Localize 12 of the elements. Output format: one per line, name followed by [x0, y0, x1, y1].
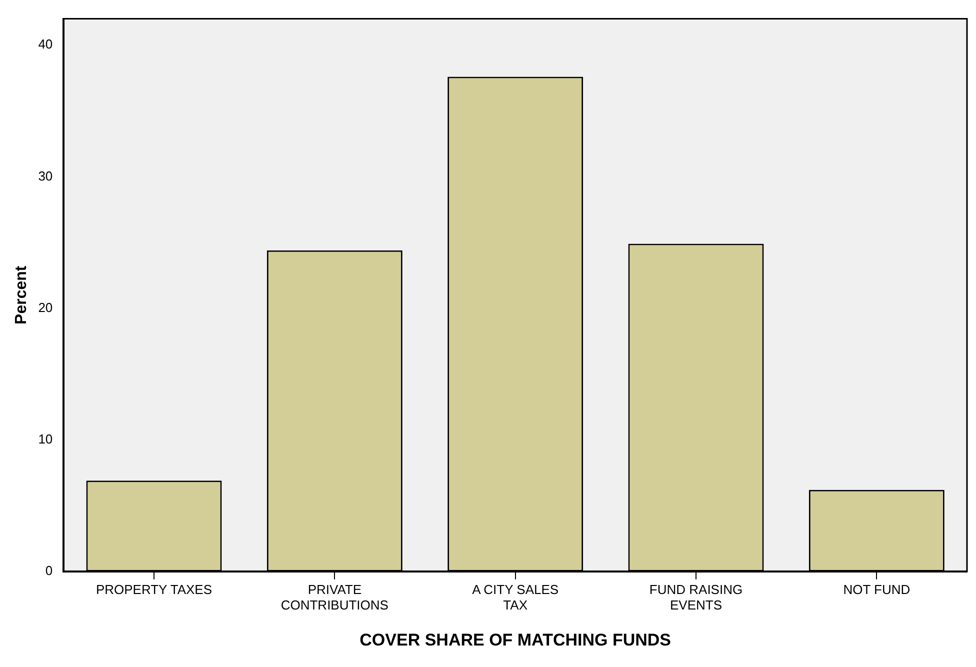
y-tick-label: 0: [45, 562, 53, 578]
x-tick-label: PRIVATE CONTRIBUTIONS: [280, 582, 389, 612]
x-tick-label: A CITY SALES TAX: [472, 582, 559, 612]
x-tick-label: NOT FUND: [843, 582, 910, 597]
y-axis-title: Percent: [13, 265, 30, 324]
y-tick-label: 10: [38, 431, 53, 446]
y-tick-label: 20: [38, 300, 53, 315]
x-tick-label: PROPERTY TAXES: [96, 582, 212, 597]
y-tick-label: 40: [38, 36, 53, 52]
x-axis-title: COVER SHARE OF MATCHING FUNDS: [360, 630, 672, 650]
x-tick-label: FUND RAISING EVENTS: [649, 582, 743, 612]
y-tick-label: 30: [38, 168, 53, 184]
